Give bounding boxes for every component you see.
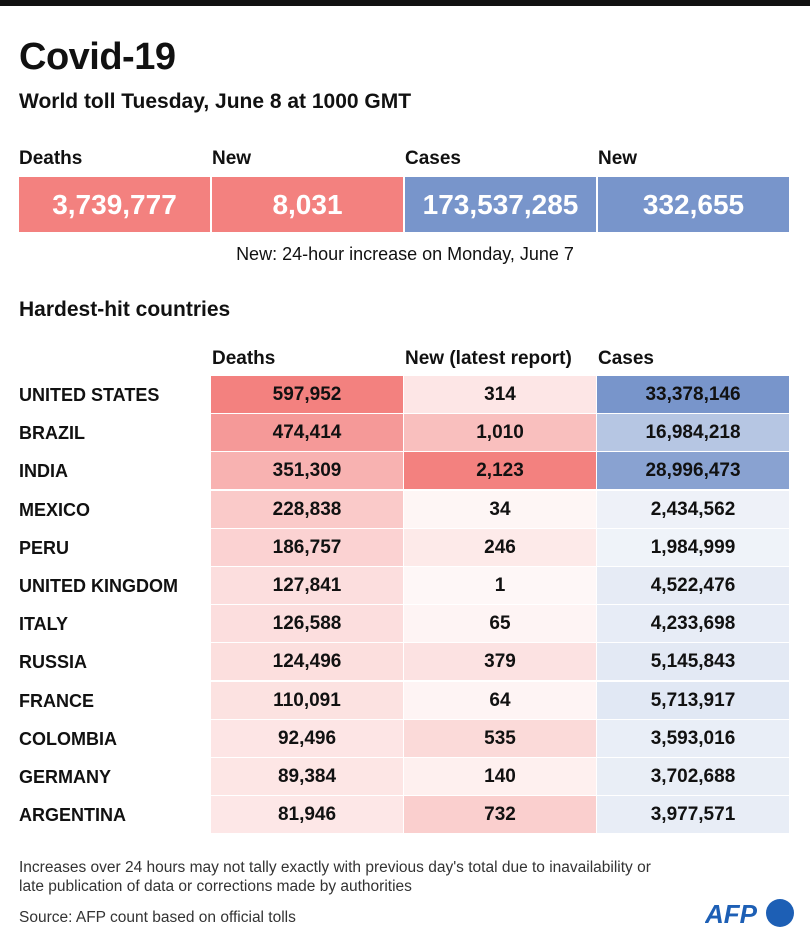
country-name: ITALY <box>19 614 69 635</box>
source: Source: AFP count based on official toll… <box>19 909 296 926</box>
cases-cell: 33,378,146 <box>597 376 789 413</box>
page-title: Covid-19 <box>19 36 176 78</box>
new-cell: 34 <box>404 490 596 528</box>
new-cell: 379 <box>404 643 596 681</box>
cases-cell: 1,984,999 <box>597 528 789 566</box>
country-name: MEXICO <box>19 499 91 520</box>
cases-cell: 3,593,016 <box>597 719 789 757</box>
table-row: RUSSIA 124,496 379 5,145,843 <box>0 643 810 681</box>
world-cases-label: Cases <box>405 148 461 169</box>
world-deaths-value: 3,739,777 <box>19 177 210 232</box>
deaths-cell: 186,757 <box>211 528 403 566</box>
top-bar <box>0 0 810 6</box>
world-deaths-label: Deaths <box>19 148 83 169</box>
deaths-cell: 474,414 <box>211 414 403 452</box>
deaths-cell: 124,496 <box>211 643 403 681</box>
new-cell: 1 <box>404 567 596 604</box>
cases-cell: 2,434,562 <box>597 490 789 528</box>
cases-cell: 4,522,476 <box>597 567 789 604</box>
country-name: PERU <box>19 537 70 558</box>
new-cell: 535 <box>404 719 596 757</box>
cases-cell: 28,996,473 <box>597 452 789 490</box>
deaths-cell: 89,384 <box>211 758 403 795</box>
new-cell: 2,123 <box>404 452 596 490</box>
world-cases-value: 173,537,285 <box>405 177 596 232</box>
table-row: BRAZIL 474,414 1,010 16,984,218 <box>0 414 810 452</box>
deaths-cell: 228,838 <box>211 490 403 528</box>
table-row: MEXICO 228,838 34 2,434,562 <box>0 490 810 529</box>
country-name: UNITED KINGDOM <box>19 576 178 596</box>
deaths-cell: 127,841 <box>211 567 403 604</box>
table-row: PERU 186,757 246 1,984,999 <box>0 528 810 567</box>
new-note: New: 24-hour increase on Monday, June 7 <box>236 244 574 264</box>
new-cell: 1,010 <box>404 414 596 452</box>
country-name: UNITED STATES <box>19 385 160 405</box>
table-row: COLOMBIA 92,496 535 3,593,016 <box>0 719 810 758</box>
new-cell: 65 <box>404 605 596 643</box>
column-header-deaths: Deaths <box>212 348 276 369</box>
table-row: UNITED STATES 597,952 314 33,378,146 <box>0 376 810 414</box>
new-cell: 140 <box>404 758 596 795</box>
cases-cell: 3,702,688 <box>597 758 789 795</box>
table-row: FRANCE 110,091 64 5,713,917 <box>0 681 810 720</box>
new-cell: 732 <box>404 796 596 834</box>
cases-cell: 16,984,218 <box>597 414 789 452</box>
country-name: INDIA <box>19 461 68 482</box>
section-title: Hardest-hit countries <box>19 298 231 321</box>
world-new-cases-value: 332,655 <box>598 177 789 232</box>
cases-cell: 5,713,917 <box>597 681 789 719</box>
cases-cell: 4,233,698 <box>597 605 789 643</box>
world-new-cases-label: New <box>598 148 638 169</box>
deaths-cell: 351,309 <box>211 452 403 490</box>
footnote: Increases over 24 hours may not tally ex… <box>19 859 651 895</box>
table-row: INDIA 351,309 2,123 28,996,473 <box>0 452 810 490</box>
new-cell: 314 <box>404 376 596 413</box>
country-name: FRANCE <box>19 690 94 711</box>
deaths-cell: 110,091 <box>211 681 403 719</box>
country-name: COLOMBIA <box>19 728 117 749</box>
svg-text:AFP: AFP <box>705 899 758 929</box>
world-new-deaths-value: 8,031 <box>212 177 403 232</box>
new-cell: 246 <box>404 528 596 566</box>
column-header-cases: Cases <box>598 348 654 369</box>
subtitle: World toll Tuesday, June 8 at 1000 GMT <box>19 90 412 113</box>
country-name: ARGENTINA <box>19 805 126 826</box>
deaths-cell: 81,946 <box>211 796 403 834</box>
afp-logo: AFP <box>704 896 795 937</box>
cases-cell: 5,145,843 <box>597 643 789 681</box>
new-cell: 64 <box>404 681 596 719</box>
country-name: BRAZIL <box>19 423 85 444</box>
deaths-cell: 597,952 <box>211 376 403 413</box>
cases-cell: 3,977,571 <box>597 796 789 834</box>
table-row: ARGENTINA 81,946 732 3,977,571 <box>0 796 810 834</box>
deaths-cell: 92,496 <box>211 719 403 757</box>
deaths-cell: 126,588 <box>211 605 403 643</box>
table-row: ITALY 126,588 65 4,233,698 <box>0 605 810 643</box>
world-new-deaths-label: New <box>212 148 252 169</box>
table-row: GERMANY 89,384 140 3,702,688 <box>0 758 810 796</box>
country-name: GERMANY <box>19 767 112 787</box>
table-row: UNITED KINGDOM 127,841 1 4,522,476 <box>0 567 810 605</box>
country-name: RUSSIA <box>19 652 88 673</box>
column-header-new: New (latest report) <box>405 348 572 369</box>
